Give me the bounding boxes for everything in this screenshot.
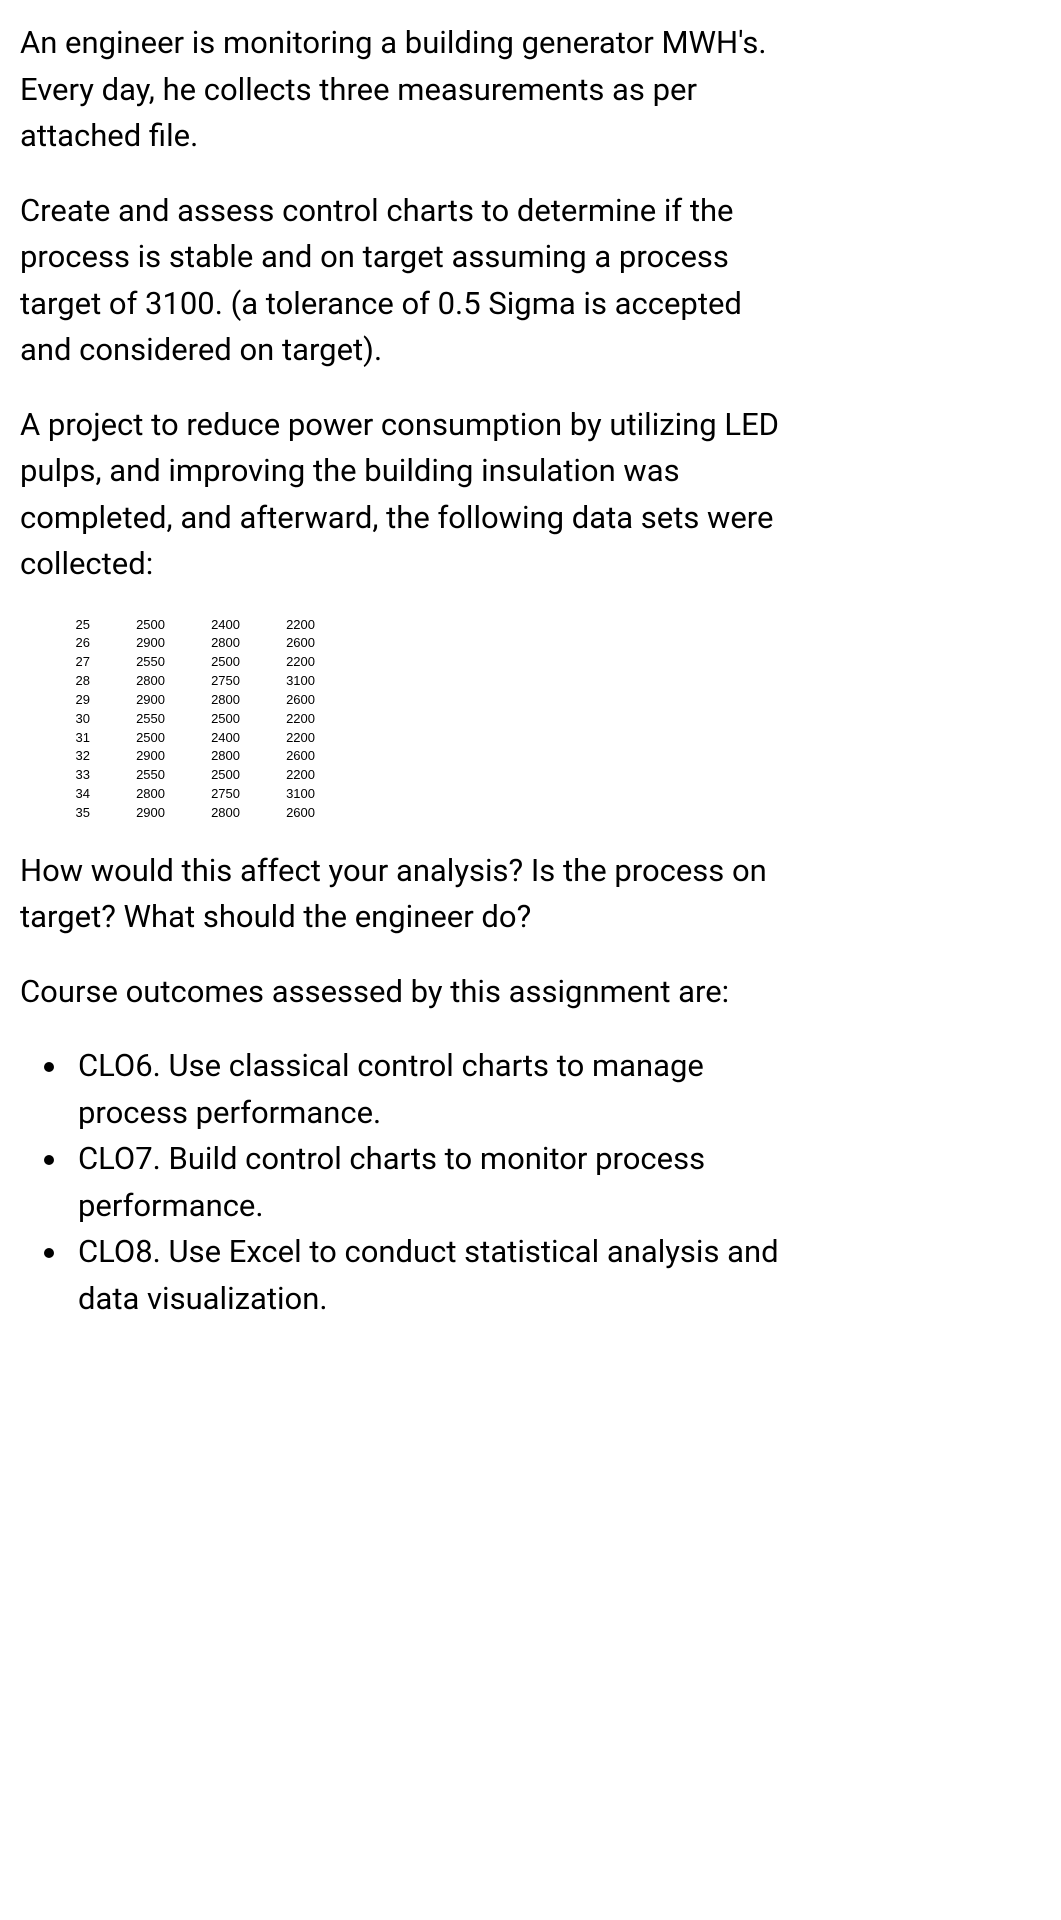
cell-index: 28 — [55, 672, 90, 691]
table-row: 35 2900 2800 2600 — [55, 804, 780, 823]
paragraph-outcomes-intro: Course outcomes assessed by this assignm… — [20, 969, 780, 1016]
cell-index: 33 — [55, 766, 90, 785]
cell-index: 34 — [55, 785, 90, 804]
cell-value: 2200 — [240, 710, 315, 729]
cell-value: 3100 — [240, 672, 315, 691]
cell-value: 3100 — [240, 785, 315, 804]
list-item: CLO8. Use Excel to conduct statistical a… — [70, 1229, 780, 1322]
cell-value: 2600 — [240, 634, 315, 653]
cell-value: 2200 — [240, 766, 315, 785]
cell-value: 2500 — [90, 729, 165, 748]
cell-value: 2600 — [240, 691, 315, 710]
table-row: 26 2900 2800 2600 — [55, 634, 780, 653]
outcomes-list: CLO6. Use classical control charts to ma… — [70, 1043, 780, 1322]
cell-value: 2750 — [165, 672, 240, 691]
list-item: CLO6. Use classical control charts to ma… — [70, 1043, 780, 1136]
paragraph-question: How would this affect your analysis? Is … — [20, 848, 780, 941]
cell-index: 35 — [55, 804, 90, 823]
cell-value: 2500 — [165, 766, 240, 785]
cell-value: 2800 — [165, 804, 240, 823]
cell-value: 2500 — [90, 616, 165, 635]
cell-index: 32 — [55, 747, 90, 766]
cell-value: 2200 — [240, 729, 315, 748]
cell-value: 2550 — [90, 766, 165, 785]
cell-value: 2800 — [90, 785, 165, 804]
cell-index: 27 — [55, 653, 90, 672]
cell-index: 26 — [55, 634, 90, 653]
cell-value: 2800 — [165, 634, 240, 653]
cell-index: 25 — [55, 616, 90, 635]
table-row: 33 2550 2500 2200 — [55, 766, 780, 785]
list-item: CLO7. Build control charts to monitor pr… — [70, 1136, 780, 1229]
table-row: 29 2900 2800 2600 — [55, 691, 780, 710]
cell-value: 2200 — [240, 653, 315, 672]
table-row: 25 2500 2400 2200 — [55, 616, 780, 635]
table-row: 32 2900 2800 2600 — [55, 747, 780, 766]
data-table: 25 2500 2400 2200 26 2900 2800 2600 27 2… — [55, 616, 780, 823]
cell-value: 2400 — [165, 616, 240, 635]
paragraph-intro: An engineer is monitoring a building gen… — [20, 20, 780, 160]
cell-value: 2600 — [240, 804, 315, 823]
table-row: 30 2550 2500 2200 — [55, 710, 780, 729]
cell-value: 2550 — [90, 710, 165, 729]
cell-index: 29 — [55, 691, 90, 710]
table-row: 34 2800 2750 3100 — [55, 785, 780, 804]
cell-value: 2800 — [165, 747, 240, 766]
cell-value: 2400 — [165, 729, 240, 748]
paragraph-project: A project to reduce power consumption by… — [20, 402, 780, 588]
table-row: 28 2800 2750 3100 — [55, 672, 780, 691]
cell-value: 2800 — [90, 672, 165, 691]
cell-value: 2750 — [165, 785, 240, 804]
cell-value: 2900 — [90, 804, 165, 823]
cell-index: 30 — [55, 710, 90, 729]
cell-value: 2550 — [90, 653, 165, 672]
cell-value: 2800 — [165, 691, 240, 710]
cell-value: 2500 — [165, 653, 240, 672]
table-row: 31 2500 2400 2200 — [55, 729, 780, 748]
cell-value: 2900 — [90, 747, 165, 766]
cell-value: 2200 — [240, 616, 315, 635]
cell-value: 2500 — [165, 710, 240, 729]
paragraph-task: Create and assess control charts to dete… — [20, 188, 780, 374]
cell-value: 2600 — [240, 747, 315, 766]
cell-index: 31 — [55, 729, 90, 748]
table-row: 27 2550 2500 2200 — [55, 653, 780, 672]
cell-value: 2900 — [90, 634, 165, 653]
cell-value: 2900 — [90, 691, 165, 710]
